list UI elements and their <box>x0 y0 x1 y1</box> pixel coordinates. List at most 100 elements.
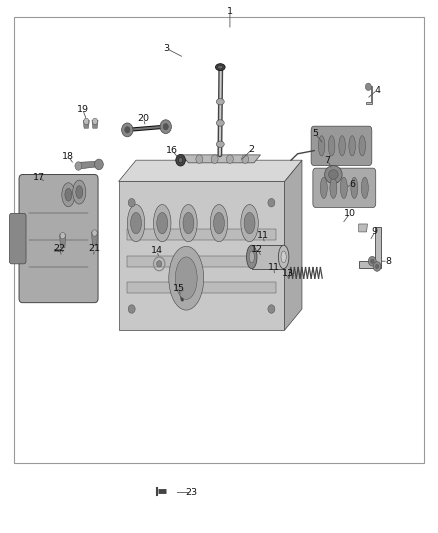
Circle shape <box>371 259 374 263</box>
Ellipse shape <box>320 177 327 198</box>
Ellipse shape <box>279 245 289 269</box>
Circle shape <box>176 155 185 166</box>
Polygon shape <box>285 160 302 330</box>
Polygon shape <box>182 155 261 163</box>
Circle shape <box>211 155 218 164</box>
Text: 16: 16 <box>166 146 178 155</box>
Ellipse shape <box>214 213 224 234</box>
Ellipse shape <box>325 165 342 183</box>
Ellipse shape <box>153 205 171 242</box>
Ellipse shape <box>281 251 286 263</box>
Text: 14: 14 <box>151 246 163 255</box>
Ellipse shape <box>330 177 337 198</box>
Ellipse shape <box>73 180 86 204</box>
Text: 10: 10 <box>344 209 356 218</box>
Bar <box>179 289 183 292</box>
Text: 13: 13 <box>282 269 293 278</box>
Ellipse shape <box>339 136 346 156</box>
Ellipse shape <box>62 183 75 207</box>
Ellipse shape <box>216 120 224 126</box>
Circle shape <box>160 120 171 134</box>
Circle shape <box>92 230 97 236</box>
Polygon shape <box>77 161 100 169</box>
Ellipse shape <box>359 136 365 156</box>
Text: 3: 3 <box>163 44 170 53</box>
Ellipse shape <box>76 185 83 198</box>
Ellipse shape <box>169 246 204 310</box>
Ellipse shape <box>127 205 145 242</box>
Circle shape <box>122 123 133 137</box>
Polygon shape <box>366 86 372 104</box>
Circle shape <box>75 162 82 170</box>
FancyBboxPatch shape <box>10 213 26 264</box>
Circle shape <box>128 305 135 313</box>
Ellipse shape <box>157 213 168 234</box>
Bar <box>14 17 424 463</box>
Ellipse shape <box>216 99 224 105</box>
Text: 4: 4 <box>374 85 380 94</box>
Text: 11: 11 <box>268 263 279 272</box>
Text: 22: 22 <box>53 245 66 254</box>
Circle shape <box>95 159 103 169</box>
Circle shape <box>125 127 130 133</box>
Bar <box>127 256 276 266</box>
Text: 23: 23 <box>185 488 198 497</box>
Ellipse shape <box>349 136 356 156</box>
Circle shape <box>84 118 89 125</box>
Polygon shape <box>252 245 284 269</box>
Ellipse shape <box>247 245 257 269</box>
Ellipse shape <box>244 213 255 234</box>
FancyBboxPatch shape <box>19 174 98 303</box>
Ellipse shape <box>328 169 338 179</box>
Ellipse shape <box>218 65 223 69</box>
Ellipse shape <box>131 213 141 234</box>
Ellipse shape <box>318 136 325 156</box>
Polygon shape <box>60 235 66 248</box>
Ellipse shape <box>241 205 258 242</box>
Ellipse shape <box>65 188 72 201</box>
Bar <box>127 229 276 240</box>
Ellipse shape <box>328 136 335 156</box>
Circle shape <box>375 264 379 269</box>
Text: 15: 15 <box>173 284 185 293</box>
Circle shape <box>178 158 183 163</box>
Ellipse shape <box>215 63 225 70</box>
Text: 12: 12 <box>251 245 263 254</box>
Ellipse shape <box>340 177 347 198</box>
Text: 18: 18 <box>62 152 74 161</box>
Polygon shape <box>119 160 302 181</box>
Polygon shape <box>83 120 89 128</box>
Ellipse shape <box>210 205 228 242</box>
Circle shape <box>268 305 275 313</box>
Ellipse shape <box>175 257 197 300</box>
Text: PRNDL: PRNDL <box>53 248 64 253</box>
Ellipse shape <box>351 177 358 198</box>
Circle shape <box>365 83 371 91</box>
Text: 6: 6 <box>349 180 355 189</box>
Circle shape <box>373 262 381 271</box>
Polygon shape <box>119 181 285 330</box>
Text: 7: 7 <box>324 156 330 165</box>
FancyBboxPatch shape <box>313 168 376 207</box>
Ellipse shape <box>216 141 224 148</box>
FancyBboxPatch shape <box>311 126 372 165</box>
Text: 21: 21 <box>88 245 101 254</box>
Text: 9: 9 <box>372 228 378 237</box>
Ellipse shape <box>249 251 254 263</box>
Polygon shape <box>92 120 98 128</box>
Text: 17: 17 <box>33 173 45 182</box>
Circle shape <box>196 155 203 164</box>
Ellipse shape <box>180 205 197 242</box>
Circle shape <box>242 155 249 164</box>
Circle shape <box>163 124 168 130</box>
Circle shape <box>92 118 98 125</box>
Polygon shape <box>92 232 98 245</box>
Text: 11: 11 <box>257 231 268 240</box>
Text: 1: 1 <box>227 7 233 16</box>
Bar <box>127 282 276 293</box>
Text: 5: 5 <box>312 129 318 138</box>
Circle shape <box>60 232 65 239</box>
Circle shape <box>156 261 162 267</box>
Circle shape <box>226 155 233 164</box>
Polygon shape <box>359 224 367 232</box>
